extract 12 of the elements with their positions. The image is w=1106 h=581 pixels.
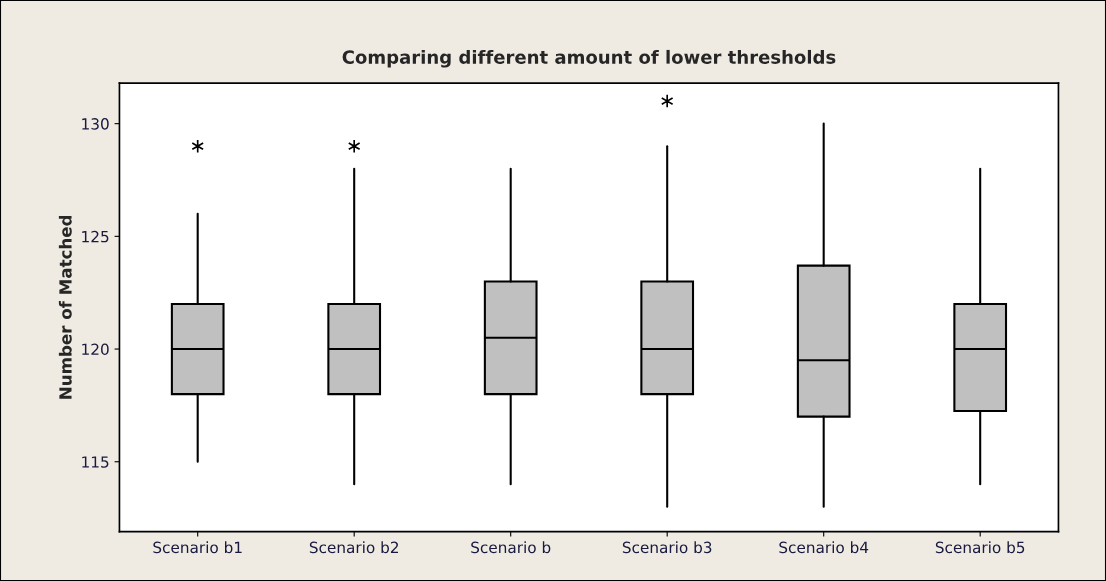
y-tick-label: 125	[82, 230, 109, 243]
chart-title: Comparing different amount of lower thresholds	[342, 49, 836, 68]
y-tick-label: 130	[82, 118, 109, 130]
y-axis-title: Number of Matched	[58, 215, 72, 399]
x-tick-label: Scenario b5	[935, 541, 1025, 554]
x-tick-label: Scenario b2	[309, 541, 399, 554]
x-tick-label: Scenario b4	[779, 541, 869, 554]
y-tick-label: 115	[82, 456, 109, 468]
x-tick-label: Scenario b	[471, 541, 551, 554]
x-tick-label: Scenario b1	[153, 541, 242, 554]
x-tick-label: Scenario b3	[622, 541, 712, 554]
y-tick-label: 120	[82, 343, 109, 356]
